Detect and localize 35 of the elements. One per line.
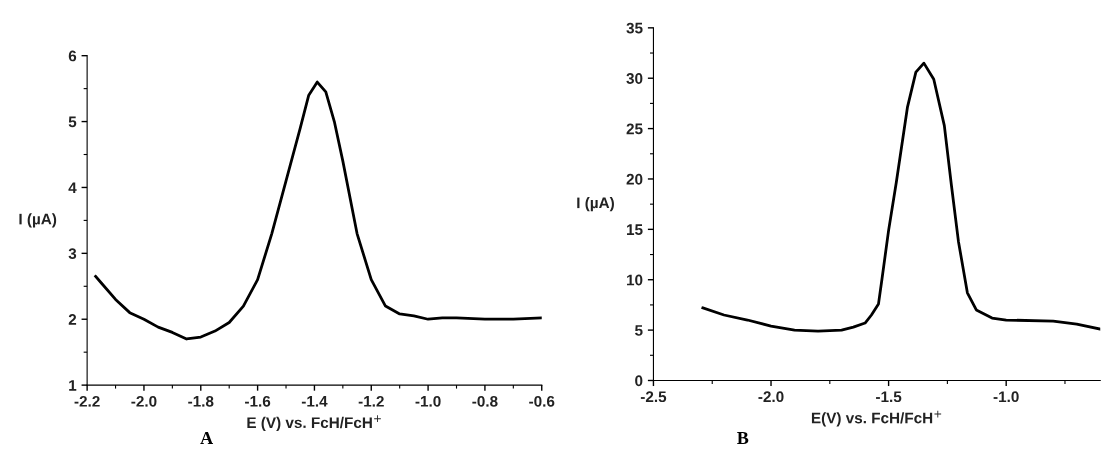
text: B bbox=[737, 432, 749, 444]
x-tick-label: -2.5 bbox=[640, 391, 667, 403]
x-tick-label: -0.6 bbox=[529, 395, 555, 407]
x-tick-label: -0.8 bbox=[472, 395, 498, 407]
x-tick-label: -2.2 bbox=[74, 395, 100, 407]
y-tick-label: 35 bbox=[626, 22, 643, 34]
x-tick-label: -1.0 bbox=[415, 395, 441, 407]
x-tick-label: -1.6 bbox=[245, 395, 271, 407]
y-tick-label: 15 bbox=[627, 224, 643, 236]
y-tick-label: 25 bbox=[626, 123, 643, 135]
x-axis-title: E (V) vs. FcH/FcH$^{+}$ bbox=[247, 415, 381, 432]
y-tick-label: 5 bbox=[68, 116, 77, 128]
y-tick-label: 10 bbox=[627, 274, 643, 286]
line-series bbox=[701, 61, 1101, 333]
y-axis-title: I (µA) bbox=[577, 197, 614, 212]
y-tick-label: 1 bbox=[69, 380, 77, 391]
line-series bbox=[94, 80, 542, 341]
y-tick-label: 20 bbox=[626, 173, 643, 185]
y-tick-label: 30 bbox=[626, 73, 643, 84]
y-tick-label: 5 bbox=[635, 325, 643, 336]
x-axis-title: E(V) vs. FcH/FcH$^{+}$ bbox=[811, 410, 942, 427]
x-tick-label: -1.0 bbox=[993, 391, 1019, 403]
y-tick-label: 4 bbox=[68, 182, 77, 193]
y-tick-label: 2 bbox=[68, 314, 77, 325]
x-tick-label: -1.2 bbox=[358, 395, 384, 407]
y-axis-title: I (µA) bbox=[19, 213, 57, 228]
x-tick-label: -2.0 bbox=[131, 395, 157, 407]
x-tick-label: -1.5 bbox=[876, 391, 902, 403]
x-tick-label: -2.0 bbox=[758, 391, 784, 403]
y-tick-label: 6 bbox=[68, 50, 77, 62]
x-tick-label: -1.4 bbox=[301, 396, 328, 407]
y-tick-label: 0 bbox=[635, 375, 643, 387]
text: A bbox=[200, 432, 214, 444]
x-tick-label: -1.8 bbox=[188, 395, 214, 407]
y-tick-label: 3 bbox=[68, 248, 77, 260]
